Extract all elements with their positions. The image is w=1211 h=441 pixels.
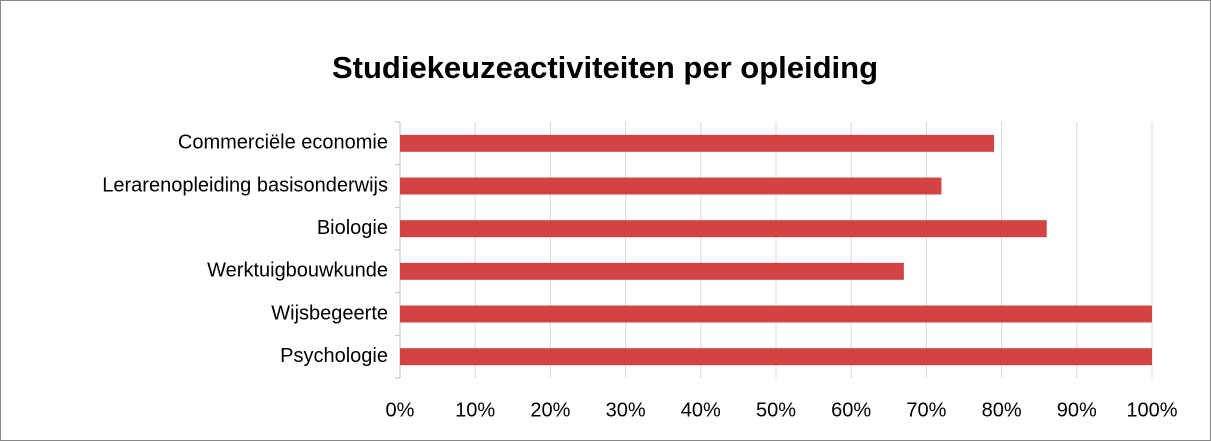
- bar: [400, 177, 942, 195]
- x-tick-label: 30%: [606, 399, 646, 421]
- x-tick-label: 70%: [906, 399, 946, 421]
- x-tick-label: 20%: [530, 399, 570, 421]
- bar: [400, 305, 1152, 323]
- y-tick-label: Biologie: [317, 217, 388, 239]
- x-tick-label: 0%: [386, 399, 415, 421]
- x-tick-label: 10%: [455, 399, 495, 421]
- y-tick-label: Lerarenopleiding basisonderwijs: [102, 174, 388, 196]
- y-tick-label: Commerciële economie: [178, 132, 388, 154]
- x-tick-label: 50%: [756, 399, 796, 421]
- chart-title: Studiekeuzeactiviteiten per opleiding: [332, 50, 878, 85]
- y-tick-label: Werktuigbouwkunde: [207, 260, 388, 282]
- bar: [400, 134, 995, 152]
- y-tick-label: Wijsbegeerte: [271, 302, 388, 324]
- bar: [400, 262, 904, 280]
- x-tick-label: 60%: [831, 399, 871, 421]
- x-tick-label: 40%: [681, 399, 721, 421]
- x-tick-label: 80%: [982, 399, 1022, 421]
- y-tick-label: Psychologie: [280, 345, 388, 367]
- x-tick-label: 90%: [1057, 399, 1097, 421]
- bar: [400, 348, 1152, 366]
- x-tick-label: 100%: [1126, 399, 1177, 421]
- bar: [400, 220, 1047, 238]
